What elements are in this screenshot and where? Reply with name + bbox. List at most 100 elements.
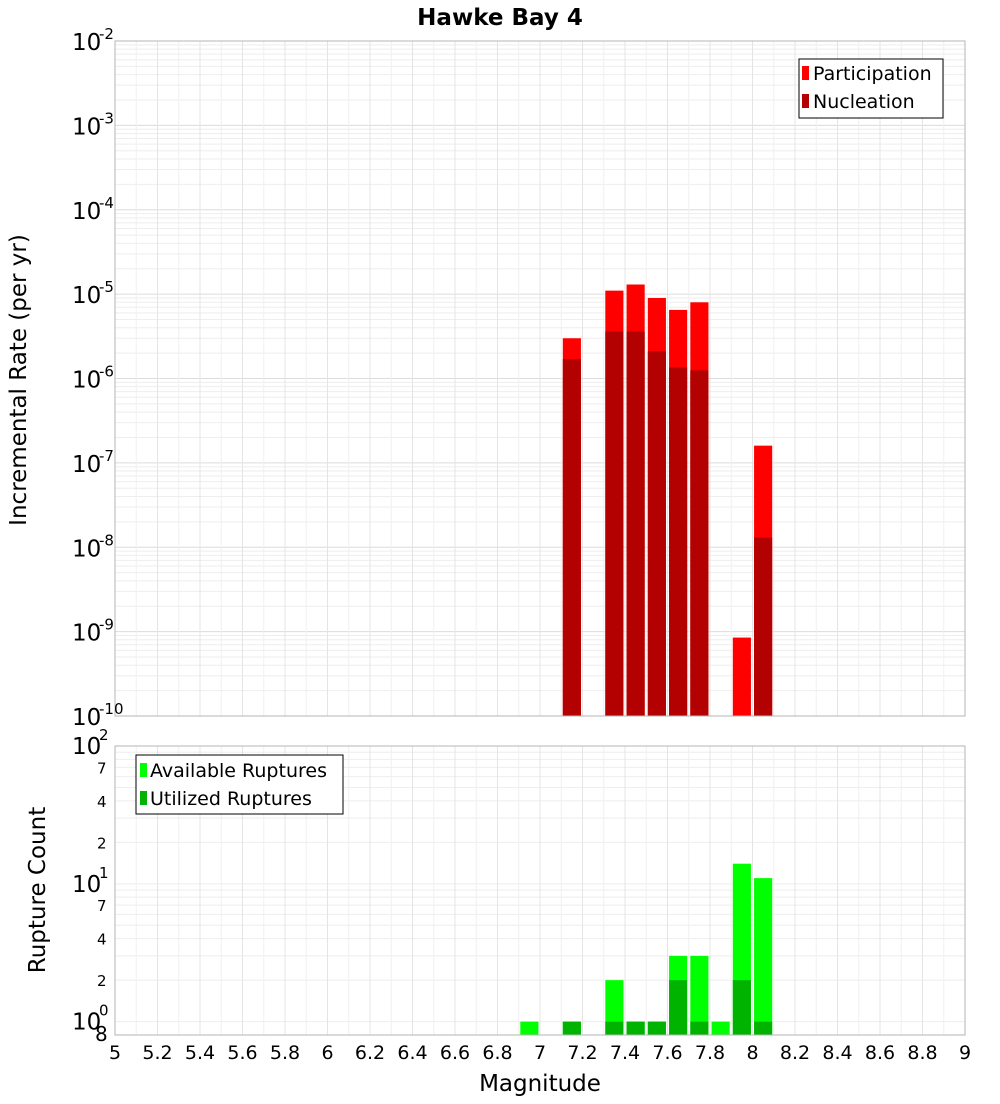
rate-y-tick-exponent: -7: [99, 447, 114, 465]
count-bar-utilized-ruptures: [754, 1021, 773, 1035]
count-y-tick-exponent: 2: [99, 726, 109, 744]
count-bar-utilized-ruptures: [647, 1021, 666, 1035]
rate-legend-label-nucleation: Nucleation: [813, 91, 915, 113]
count-legend-label-utilized: Utilized Ruptures: [150, 788, 312, 810]
rate-y-tick-exponent: -8: [99, 531, 114, 549]
count-bar-utilized-ruptures: [626, 1021, 645, 1035]
rate-y-tick-label: 10: [72, 368, 101, 394]
count-plot-frame: [114, 745, 966, 1036]
rate-y-tick-exponent: -5: [99, 278, 114, 296]
x-tick-label: 7: [534, 1042, 546, 1064]
rate-bar-nucleation: [626, 331, 645, 716]
count-bars: [520, 863, 773, 1035]
rate-legend-swatch-nucleation: [802, 94, 809, 108]
x-tick-label: 5.2: [142, 1042, 172, 1064]
count-y-tick-exponent: 1: [99, 864, 109, 882]
count-bar-available-ruptures: [711, 1021, 730, 1035]
rate-bars: [562, 284, 773, 716]
x-tick-label: 7.4: [610, 1042, 640, 1064]
x-tick-label: 6.8: [482, 1042, 512, 1064]
rate-y-tick-label: 10: [72, 30, 101, 56]
count-bar-available-ruptures: [605, 980, 624, 1035]
x-tick-labels: 5 5.2 5.4 5.6 5.8 6 6.2 6.4 6.6 6.8 7 7.2 7.4 7.6 7.8 8…: [109, 1042, 971, 1064]
rate-bar-nucleation: [690, 370, 709, 716]
count-y-tick-label: 10: [72, 734, 101, 760]
x-tick-label: 7.6: [652, 1042, 682, 1064]
rate-legend: Participation Nucleation: [798, 58, 944, 119]
rate-y-tick-label: 10: [72, 705, 101, 731]
rate-y-tick-label: 10: [72, 199, 101, 225]
count-y-tick-exponent: 0: [99, 1002, 109, 1020]
x-tick-label: 8.2: [780, 1042, 810, 1064]
x-tick-label: 6.2: [355, 1042, 385, 1064]
rate-y-tick-exponent: -3: [99, 109, 114, 127]
rate-plot-frame: [114, 40, 966, 717]
count-bar-utilized-ruptures: [690, 1021, 709, 1035]
count-bar-utilized-ruptures: [605, 1021, 624, 1035]
count-y-minor-tick-label: 7: [97, 897, 107, 915]
rate-y-tick-label: 10: [72, 452, 101, 478]
x-tick-label: 9: [959, 1042, 971, 1064]
x-tick-label: 8.4: [822, 1042, 852, 1064]
count-y-minor-tick-label: 8: [95, 1022, 108, 1046]
rate-y-tick-exponent: -2: [99, 25, 114, 43]
x-tick-label: 8.8: [907, 1042, 937, 1064]
x-tick-label: 7.2: [567, 1042, 597, 1064]
rate-y-axis-label: Incremental Rate (per yr): [6, 234, 32, 526]
count-legend-swatch-utilized: [140, 791, 147, 805]
rate-legend-label-participation: Participation: [813, 63, 932, 85]
count-y-minor-tick-label: 4: [97, 793, 107, 811]
rate-y-tick-label: 10: [72, 114, 101, 140]
rate-bar-nucleation: [669, 367, 688, 716]
x-tick-label: 5.8: [270, 1042, 300, 1064]
count-y-minor-tick-label: 7: [97, 759, 107, 777]
count-legend-label-available: Available Ruptures: [150, 760, 327, 782]
count-bar-available-ruptures: [690, 955, 709, 1035]
count-y-tick-label: 10: [72, 872, 101, 898]
rate-y-tick-exponent: -10: [99, 700, 124, 718]
x-tick-label: 5: [109, 1042, 121, 1064]
count-y-tick-label: 10: [72, 1010, 101, 1036]
count-legend-box: [135, 754, 344, 815]
rate-y-tick-exponent: -9: [99, 616, 114, 634]
rate-y-tick-exponent: -4: [99, 194, 114, 212]
rate-gridlines: [114, 41, 966, 717]
x-tick-label: 5.4: [185, 1042, 215, 1064]
count-bar-utilized-ruptures: [732, 980, 751, 1035]
rate-legend-box: [798, 58, 944, 119]
rate-bar-nucleation: [605, 331, 624, 716]
rate-bar-nucleation: [647, 351, 666, 716]
count-bar-available-ruptures: [754, 878, 773, 1035]
count-bar-available-ruptures: [520, 1021, 539, 1035]
rate-bar-nucleation: [562, 359, 581, 716]
x-tick-label: 5.6: [227, 1042, 257, 1064]
count-legend-swatch-available: [140, 763, 147, 777]
count-y-minor-tick-label: 2: [97, 972, 107, 990]
count-legend: Available Ruptures Utilized Ruptures: [135, 754, 344, 815]
rate-y-tick-exponent: -6: [99, 363, 114, 381]
chart-title: Hawke Bay 4: [417, 5, 583, 31]
count-y-minor-tick-label: 2: [97, 834, 107, 852]
count-y-axis-label: Rupture Count: [25, 807, 51, 973]
rate-legend-swatch-participation: [802, 66, 809, 80]
count-y-minor-tick-label: 4: [97, 931, 107, 949]
x-tick-label: 8: [746, 1042, 758, 1064]
count-bar-utilized-ruptures: [562, 1021, 581, 1035]
x-axis-label: Magnitude: [479, 1071, 601, 1097]
rate-y-tick-label: 10: [72, 536, 101, 562]
x-tick-label: 6: [321, 1042, 333, 1064]
rate-bar-participation: [732, 637, 751, 716]
x-tick-label: 8.6: [865, 1042, 895, 1064]
rate-y-tick-label: 10: [72, 621, 101, 647]
rate-y-tick-label: 10: [72, 283, 101, 309]
x-tick-label: 6.4: [397, 1042, 427, 1064]
count-bar-utilized-ruptures: [669, 980, 688, 1035]
rate-bar-nucleation: [754, 537, 773, 716]
x-tick-label: 6.6: [440, 1042, 470, 1064]
